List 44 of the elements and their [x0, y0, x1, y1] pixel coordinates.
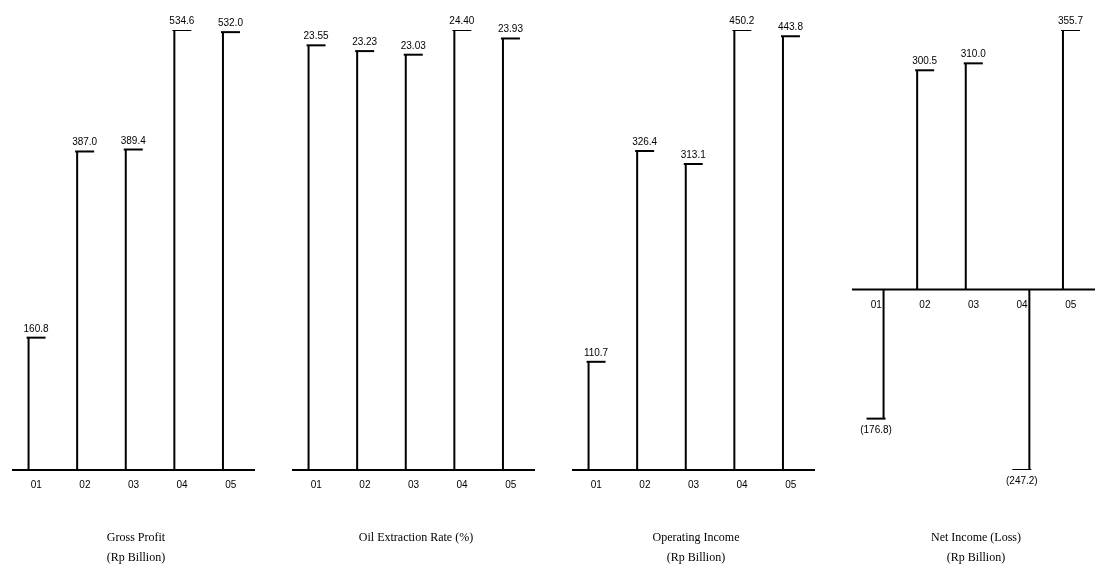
x-tick-label: 01 — [310, 479, 323, 490]
x-tick-label: 02 — [919, 298, 931, 310]
x-tick-label: 01 — [870, 298, 883, 310]
x-tick-label: 03 — [687, 479, 700, 490]
text: Oil Extraction Rate (%) — [357, 529, 475, 546]
data-label: 313.1 — [680, 148, 707, 160]
x-tick-label: 01 — [30, 479, 43, 490]
x-tick-label: 05 — [1065, 298, 1077, 310]
x-tick-label: 02 — [79, 479, 91, 490]
text: Net Income (Loss) (Rp Billion) — [930, 529, 1022, 566]
x-tick-label: 05 — [505, 479, 517, 490]
data-label: 110.7 — [583, 346, 609, 358]
data-label: 534.6 — [169, 15, 195, 26]
x-tick-label: 04 — [1016, 298, 1029, 310]
text: Operating Income (Rp Billion) — [651, 529, 741, 566]
x-tick-label: 03 — [127, 479, 140, 490]
x-tick-label: 04 — [456, 479, 469, 490]
data-label: 23.03 — [400, 39, 427, 51]
x-tick-label: 04 — [176, 479, 189, 490]
data-label: 23.55 — [303, 30, 329, 42]
data-label: 355.7 — [1057, 15, 1084, 26]
data-label: 24.40 — [449, 15, 475, 26]
x-tick-label: 05 — [225, 479, 237, 490]
data-label: (176.8) — [860, 423, 892, 435]
data-label: 23.93 — [497, 23, 524, 35]
data-label: 389.4 — [120, 134, 147, 146]
x-tick-label: 04 — [736, 479, 749, 490]
data-label: 326.4 — [632, 136, 658, 147]
data-label: 300.5 — [912, 55, 938, 67]
data-label: 310.0 — [960, 48, 987, 60]
data-label: 23.23 — [352, 36, 378, 48]
x-tick-label: 03 — [407, 479, 420, 490]
data-label: 443.8 — [777, 21, 804, 33]
data-label: 450.2 — [729, 15, 755, 26]
data-label: 532.0 — [217, 17, 244, 29]
data-label: 160.8 — [23, 322, 49, 334]
x-tick-label: 02 — [359, 479, 371, 490]
x-tick-label: 01 — [590, 479, 603, 490]
x-tick-label: 03 — [967, 298, 980, 310]
text: Gross Profit (Rp Billion) — [105, 529, 167, 566]
data-label: 387.0 — [72, 136, 98, 148]
x-tick-label: 05 — [785, 479, 797, 490]
data-label: (247.2) — [1006, 475, 1038, 486]
x-tick-label: 02 — [639, 479, 651, 490]
